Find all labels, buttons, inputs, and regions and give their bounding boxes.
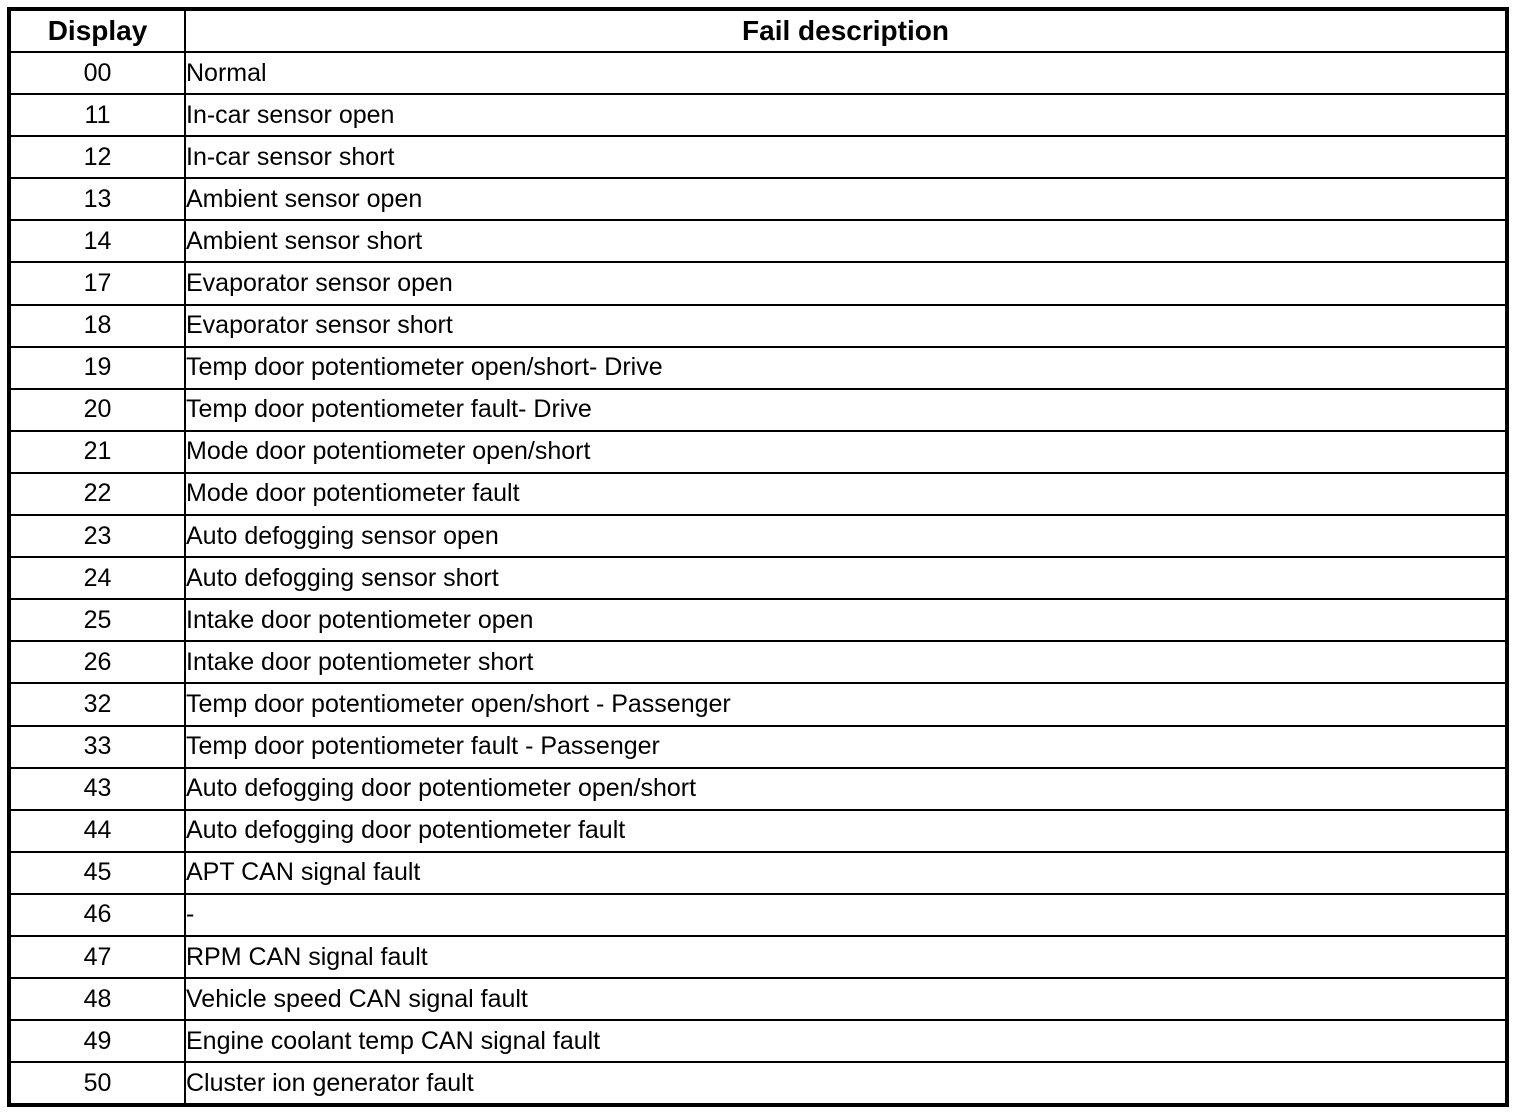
- display-code-cell: 21: [11, 429, 186, 474]
- fail-description-cell: Mode door potentiometer fault: [184, 471, 1505, 517]
- table-row: 33 Temp door potentiometer fault - Passen…: [11, 724, 1505, 769]
- table-body: 00 Normal 11 In-car sensor open 12 In-car sen…: [11, 50, 1505, 1103]
- display-code-cell: 26: [11, 640, 186, 685]
- table-row: 23 Auto defogging sensor open: [11, 514, 1505, 559]
- display-code-cell: 12: [11, 135, 186, 180]
- display-code-cell: 19: [11, 345, 186, 390]
- display-code-cell: 48: [11, 977, 186, 1022]
- table-row: 45 APT CAN signal fault: [11, 850, 1505, 895]
- display-code-cell: 45: [11, 850, 186, 895]
- fail-description-cell: Cluster ion generator fault: [184, 1061, 1505, 1103]
- display-code-cell: 14: [11, 219, 186, 264]
- display-code-cell: 24: [11, 556, 186, 601]
- display-code-cell: 13: [11, 177, 186, 222]
- display-code-cell: 46: [11, 892, 186, 937]
- table-row: 17 Evaporator sensor open: [11, 261, 1505, 306]
- fail-description-cell: Auto defogging door potentiometer open/s…: [184, 766, 1505, 811]
- fail-description-cell: Auto defogging door potentiometer fault: [184, 808, 1505, 853]
- fail-description-cell: Ambient sensor open: [184, 177, 1505, 222]
- table-row: 46-: [11, 892, 1505, 937]
- fault-code-table-frame: Display Fail description 00 Normal 11 In-ca…: [7, 7, 1509, 1107]
- table-row: 00 Normal: [11, 50, 1505, 96]
- display-code-cell: 18: [11, 303, 186, 348]
- display-code-cell: 20: [11, 387, 186, 432]
- column-header-fail-description: Fail description: [184, 11, 1505, 53]
- display-code-cell: 44: [11, 808, 186, 853]
- display-code-cell: 43: [11, 766, 186, 811]
- fail-description-cell: Engine coolant temp CAN signal fault: [184, 1019, 1505, 1064]
- display-code-cell: 33: [11, 724, 186, 769]
- table-row: 48 Vehicle speed CAN signal fault: [11, 977, 1505, 1022]
- table-row: 11 In-car sensor open: [11, 93, 1505, 138]
- column-header-display: Display: [11, 11, 186, 53]
- fail-description-cell: Intake door potentiometer short: [184, 640, 1505, 685]
- fail-description-cell: Mode door potentiometer open/short: [184, 429, 1505, 474]
- table-row: 26 Intake door potentiometer short: [11, 640, 1505, 685]
- fail-description-cell: -: [184, 892, 1505, 937]
- table-row: 21 Mode door potentiometer open/short: [11, 429, 1505, 474]
- display-code-cell: 22: [11, 471, 186, 517]
- table-header: Display Fail description: [11, 11, 1505, 53]
- table-row: 20 Temp door potentiometer fault- Drive: [11, 387, 1505, 432]
- table-row: 49 Engine coolant temp CAN signal fault: [11, 1019, 1505, 1064]
- table-row: 13 Ambient sensor open: [11, 177, 1505, 222]
- display-code-cell: 00: [11, 50, 186, 96]
- table-row: 22 Mode door potentiometer fault: [11, 471, 1505, 517]
- fail-description-cell: Auto defogging sensor open: [184, 514, 1505, 559]
- fail-description-cell: Normal: [184, 50, 1505, 96]
- fault-code-table: Display Fail description 00 Normal 11 In-ca…: [11, 11, 1505, 1103]
- table-row: 32 Temp door potentiometer open/short - P…: [11, 682, 1505, 727]
- table-row: 14 Ambient sensor short: [11, 219, 1505, 264]
- fail-description-cell: APT CAN signal fault: [184, 850, 1505, 895]
- fail-description-cell: Vehicle speed CAN signal fault: [184, 977, 1505, 1022]
- fail-description-cell: In-car sensor short: [184, 135, 1505, 180]
- table-row: 47 RPM CAN signal fault: [11, 934, 1505, 980]
- display-code-cell: 47: [11, 934, 186, 980]
- table-row: 44 Auto defogging door potentiometer faul…: [11, 808, 1505, 853]
- display-code-cell: 17: [11, 261, 186, 306]
- fail-description-cell: Evaporator sensor open: [184, 261, 1505, 306]
- table-row: 18 Evaporator sensor short: [11, 303, 1505, 348]
- fail-description-cell: In-car sensor open: [184, 93, 1505, 138]
- fail-description-cell: Temp door potentiometer open/short- Driv…: [184, 345, 1505, 390]
- fail-description-cell: Evaporator sensor short: [184, 303, 1505, 348]
- fail-description-cell: Temp door potentiometer fault - Passenge…: [184, 724, 1505, 769]
- fail-description-cell: RPM CAN signal fault: [184, 934, 1505, 980]
- display-code-cell: 23: [11, 514, 186, 559]
- fail-description-cell: Ambient sensor short: [184, 219, 1505, 264]
- fail-description-cell: Intake door potentiometer open: [184, 598, 1505, 643]
- display-code-cell: 32: [11, 682, 186, 727]
- table-row: 25 Intake door potentiometer open: [11, 598, 1505, 643]
- header-row: Display Fail description: [11, 11, 1505, 53]
- table-row: 12 In-car sensor short: [11, 135, 1505, 180]
- table-row: 50 Cluster ion generator fault: [11, 1061, 1505, 1103]
- display-code-cell: 49: [11, 1019, 186, 1064]
- table-row: 24 Auto defogging sensor short: [11, 556, 1505, 601]
- table-row: 19 Temp door potentiometer open/short- Dr…: [11, 345, 1505, 390]
- fail-description-cell: Temp door potentiometer fault- Drive: [184, 387, 1505, 432]
- display-code-cell: 25: [11, 598, 186, 643]
- table-row: 43 Auto defogging door potentiometer open…: [11, 766, 1505, 811]
- display-code-cell: 11: [11, 93, 186, 138]
- display-code-cell: 50: [11, 1061, 186, 1103]
- fail-description-cell: Temp door potentiometer open/short - Pas…: [184, 682, 1505, 727]
- fail-description-cell: Auto defogging sensor short: [184, 556, 1505, 601]
